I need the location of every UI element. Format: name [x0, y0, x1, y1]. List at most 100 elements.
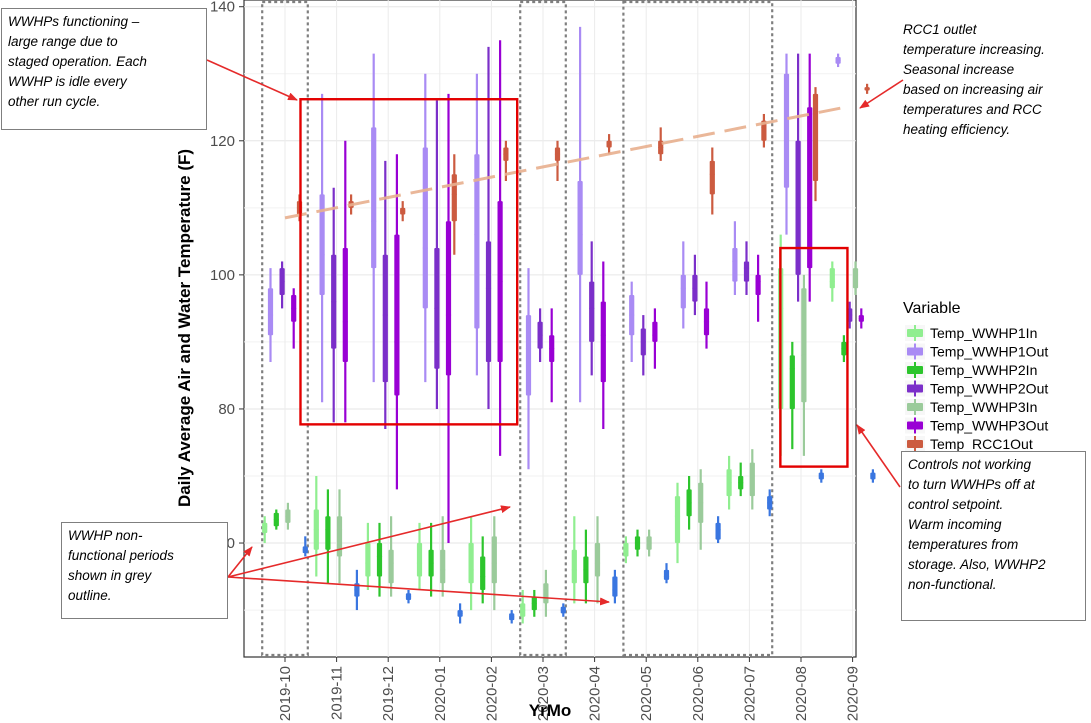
- x-tick-label: 2020-09: [845, 666, 862, 721]
- x-tick-label: 2020-03: [535, 666, 552, 721]
- x-tick-label: 2019-12: [380, 666, 397, 721]
- box-body: [543, 583, 549, 604]
- legend-key-box: [907, 366, 923, 374]
- x-tick-label: 2020-02: [483, 666, 500, 721]
- legend-label: Temp_RCC1Out: [930, 436, 1033, 452]
- legend-label: Temp_WWHP1Out: [930, 344, 1048, 360]
- box-body: [376, 543, 383, 577]
- box-body: [709, 160, 715, 195]
- box-body: [743, 261, 750, 282]
- box-body: [262, 522, 268, 533]
- box-body: [852, 268, 859, 289]
- legend-key-box: [907, 440, 923, 448]
- legend-label: Temp_WWHP3In: [930, 399, 1037, 415]
- box-body: [577, 181, 583, 275]
- callout-controls-not-working: Controls not working to turn WWHPs off a…: [901, 451, 1086, 621]
- x-tick-label: 2020-06: [690, 666, 707, 721]
- box-body: [451, 174, 457, 222]
- annotation-arrow: [206, 59, 298, 101]
- legend-key-box: [907, 384, 923, 393]
- box-body: [325, 516, 331, 550]
- box-body: [394, 234, 400, 396]
- legend-label: Temp_WWHP1In: [930, 325, 1037, 341]
- outline-rect: [622, 0, 774, 657]
- x-tick-label: 2020-08: [793, 666, 810, 721]
- box-body: [715, 522, 721, 540]
- box-body: [440, 549, 446, 584]
- box-body: [342, 248, 348, 363]
- box-body: [829, 268, 835, 289]
- box-body: [416, 543, 423, 577]
- legend-key-box: [907, 421, 923, 430]
- x-tick-label: 2019-11: [329, 666, 346, 720]
- legend-title: Variable: [903, 300, 961, 317]
- outline-rect: [261, 0, 309, 657]
- box-body: [652, 321, 658, 342]
- callout-wwhps-functioning: WWHPs functioning – large range due to s…: [1, 8, 207, 130]
- box-body: [336, 516, 343, 557]
- box-body: [571, 549, 577, 584]
- x-tick-label: 2020-05: [638, 666, 655, 721]
- box-body: [525, 315, 532, 396]
- annotation-arrow: [227, 576, 610, 606]
- non-functional-outlines: [261, 0, 774, 657]
- y-tick-label: 80: [218, 401, 235, 418]
- box-body: [761, 120, 767, 141]
- legend-label: Temp_WWHP2In: [930, 362, 1037, 378]
- y-tick-label: 100: [210, 267, 235, 284]
- box-body: [807, 107, 813, 269]
- outline-rect: [519, 0, 567, 657]
- legend-label: Temp_WWHP3Out: [930, 418, 1048, 434]
- x-tick-label: 2019-10: [277, 666, 294, 721]
- x-tick-label: 2020-01: [432, 666, 449, 721]
- box-body: [612, 576, 618, 597]
- legend-label: Temp_WWHP2Out: [930, 381, 1048, 397]
- highlight-box: [779, 246, 849, 468]
- highlight-box: [299, 98, 519, 426]
- x-tick-label: 2020-04: [587, 666, 604, 721]
- y-tick-label: 140: [210, 0, 235, 16]
- box-body: [812, 93, 819, 182]
- box-body: [783, 73, 790, 188]
- box-body: [801, 288, 807, 403]
- annotation-arrow: [856, 424, 901, 488]
- box-body: [680, 274, 686, 309]
- box-body: [319, 194, 325, 295]
- box-body: [600, 301, 606, 383]
- callout-non-functional: WWHP non- functional periods shown in gr…: [61, 522, 228, 619]
- box-body: [267, 288, 274, 336]
- box-body: [663, 569, 670, 580]
- box-body: [388, 549, 394, 584]
- x-axis-title: YrMo: [529, 701, 572, 720]
- box-body: [480, 556, 486, 590]
- x-tick-label: 2020-07: [741, 666, 758, 721]
- box-body: [365, 543, 371, 577]
- box-body: [749, 462, 755, 497]
- box-body: [491, 536, 497, 584]
- box-body: [589, 281, 595, 342]
- highlight-boxes: [299, 98, 849, 468]
- box-body: [382, 254, 388, 383]
- x-axis-ticks: 2019-10 2019-11 2019-12 2020-01 2020-02 2020-…: [277, 657, 862, 721]
- box-body: [674, 496, 681, 544]
- box-body: [371, 127, 377, 269]
- box-body: [485, 241, 492, 363]
- legend-key-box: [907, 347, 923, 356]
- callout-rcc1-outlet: RCC1 outlet temperature increasing. Seas…: [903, 22, 1045, 137]
- annotation-arrow: [227, 546, 253, 578]
- annotation-arrow: [227, 505, 511, 578]
- legend-key-box: [907, 403, 923, 411]
- box-body: [755, 274, 761, 295]
- box-body: [422, 147, 428, 309]
- y-axis-ticks: 6080100120140: [210, 0, 244, 552]
- box-body: [732, 248, 738, 282]
- legend: Temp_WWHP1In Temp_WWHP1Out Temp_WWHP2In Tem…: [905, 325, 1048, 471]
- y-tick-label: 120: [210, 133, 235, 150]
- box-body: [474, 154, 480, 329]
- y-axis-title: Daily Average Air and Water Temperature …: [175, 149, 194, 507]
- legend-key-box: [907, 329, 923, 337]
- box-body: [789, 355, 795, 409]
- annotation-arrows: [206, 59, 904, 606]
- box-body: [445, 221, 452, 376]
